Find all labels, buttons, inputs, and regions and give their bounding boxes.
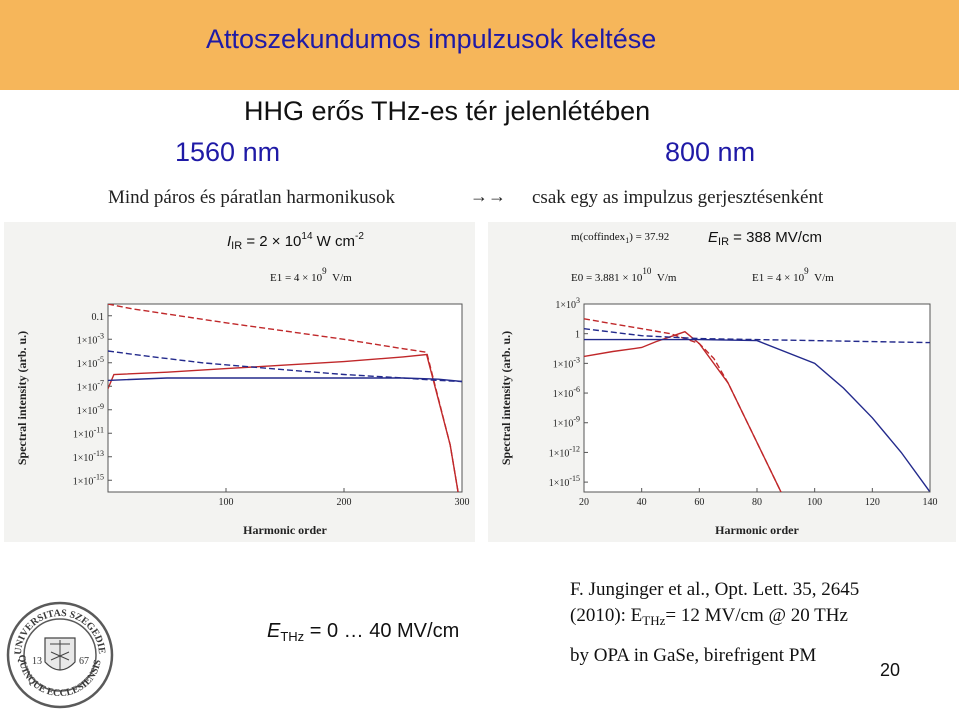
wavelength-left: 1560 nm bbox=[175, 137, 281, 167]
plot-frame bbox=[583, 303, 931, 493]
x-tick-label-3: 80 bbox=[752, 497, 762, 508]
reference-line-1: F. Junginger et al., Opt. Lett. 35, 2645 bbox=[570, 579, 860, 600]
y-tick-label-0: 1×103 bbox=[555, 296, 580, 311]
slide-title: Attoszekundumos impulzusok keltése bbox=[206, 24, 657, 54]
intensity-label: IIR = 2 × 1014 W cm-2 bbox=[227, 231, 364, 252]
x-tick-label-1: 40 bbox=[637, 497, 647, 508]
x-tick-label-4: 100 bbox=[807, 497, 822, 508]
series-line-2 bbox=[108, 377, 462, 383]
y-tick-label-6: 1×10-15 bbox=[549, 474, 580, 489]
x-tick-label-6: 140 bbox=[923, 497, 938, 508]
y-tick-label-2: 1×10-5 bbox=[77, 355, 104, 370]
x-tick-label-1: 200 bbox=[337, 497, 352, 508]
y-tick-label-4: 1×10-9 bbox=[553, 415, 580, 430]
x-tick-label-2: 300 bbox=[455, 497, 470, 508]
series-line-3 bbox=[108, 350, 462, 383]
y-tick-label-4: 1×10-9 bbox=[77, 402, 104, 417]
series-line-2 bbox=[584, 328, 930, 344]
x-tick-label-5: 120 bbox=[865, 497, 880, 508]
series-line-1 bbox=[108, 304, 459, 492]
right-e0-readout: E0 = 3.881 × 1010 V/m bbox=[571, 266, 677, 284]
y-tick-label-6: 1×10-13 bbox=[73, 449, 104, 464]
harmonics-right-text: csak egy as impulzus gerjesztésenként bbox=[532, 187, 824, 208]
slide-subtitle: HHG erős THz-es tér jelenlétében bbox=[244, 96, 651, 126]
y-tick-label-3: 1×10-7 bbox=[77, 378, 104, 393]
y-tick-label-2: 1×10-3 bbox=[553, 355, 580, 370]
right-m-readout: m(coffindex1) = 37.92 bbox=[571, 231, 670, 245]
series-line-1 bbox=[584, 330, 782, 492]
left-spectrum-chart: 100 200 300 0.1 1×10-3 1×10-5 1×10-7 1×10-9 1×10… bbox=[15, 303, 470, 537]
page-number: 20 bbox=[880, 660, 901, 680]
double-arrow-icon: →→ bbox=[470, 186, 506, 206]
x-axis-label: Harmonic order bbox=[715, 523, 799, 537]
right-e1-readout: E1 = 4 × 109 V/m bbox=[752, 266, 834, 284]
x-tick-label-0: 100 bbox=[219, 497, 234, 508]
y-tick-label-7: 1×10-15 bbox=[73, 472, 104, 487]
x-axis-label: Harmonic order bbox=[243, 523, 327, 537]
right-spectrum-chart: 20 40 60 80 100 120 140 1×103 1 1×10-3 1×10-6 1×10-… bbox=[499, 296, 938, 537]
y-tick-label-1: 1×10-3 bbox=[77, 331, 104, 346]
y-tick-label-3: 1×10-6 bbox=[553, 385, 580, 400]
x-tick-label-2: 60 bbox=[694, 497, 704, 508]
title-bar bbox=[0, 0, 959, 90]
field-label: EIR = 388 MV/cm bbox=[708, 229, 822, 248]
x-tick-label-0: 20 bbox=[579, 497, 589, 508]
y-axis-label: Spectral intensity (arb. u.) bbox=[15, 331, 29, 465]
thz-field-label: ETHz = 0 … 40 MV/cm bbox=[267, 620, 460, 644]
harmonics-left-text: Mind páros és páratlan harmonikusok bbox=[108, 187, 396, 208]
university-seal-logo: UNIVERSITAS SZEGEDIENSIS QUINQUE ECCLESI… bbox=[5, 600, 114, 709]
y-tick-label-5: 1×10-11 bbox=[73, 425, 104, 440]
seal-year-right: 67 bbox=[79, 656, 89, 667]
y-tick-label-5: 1×10-12 bbox=[549, 444, 580, 459]
reference-line-3: by OPA in GaSe, birefrigent PM bbox=[570, 645, 817, 666]
seal-year-left: 13 bbox=[32, 656, 42, 667]
y-tick-label-0: 0.1 bbox=[92, 312, 105, 323]
reference-line-2: (2010): ETHz= 12 MV/cm @ 20 THz bbox=[570, 605, 848, 628]
left-e1-readout: E1 = 4 × 109 V/m bbox=[270, 266, 352, 284]
wavelength-right: 800 nm bbox=[665, 137, 756, 167]
y-tick-label-1: 1 bbox=[575, 330, 580, 341]
plot-frame bbox=[107, 303, 463, 493]
series-line-3 bbox=[584, 338, 930, 492]
y-axis-label: Spectral intensity (arb. u.) bbox=[499, 331, 513, 465]
